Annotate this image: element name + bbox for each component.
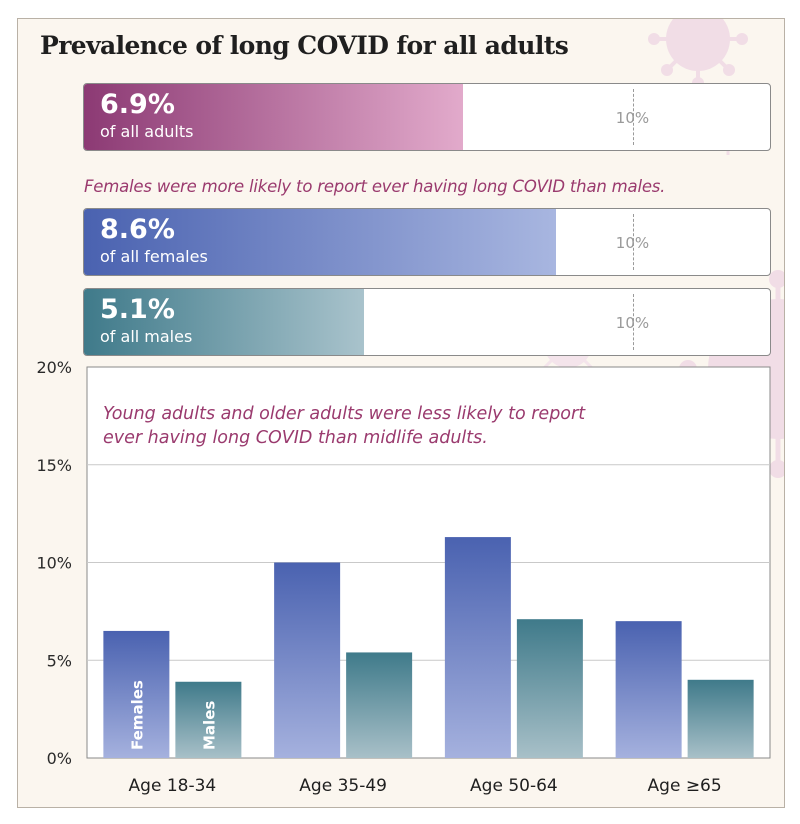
- label-all-adults: of all adults: [100, 122, 194, 141]
- y-tick-label: 0%: [47, 749, 72, 768]
- bar-females-4: [615, 621, 682, 758]
- reference-label: 10%: [615, 109, 650, 127]
- x-tick-label: Age 35-49: [299, 776, 387, 796]
- bar-males-2: [346, 652, 413, 758]
- series-label-females: Females: [128, 680, 146, 750]
- bar-males-3: [516, 619, 583, 758]
- infographic-frame: Prevalence of long COVID for all adults …: [17, 18, 785, 808]
- bar-females: 10% 8.6% of all females: [83, 208, 771, 276]
- reference-line-10: [632, 214, 634, 270]
- y-tick-label: 15%: [36, 456, 72, 475]
- percent-females: 8.6%: [100, 214, 175, 245]
- chart-note-line-2: ever having long COVID than midlife adul…: [103, 428, 488, 448]
- bar-females-1: [103, 630, 170, 758]
- series-label-males: Males: [200, 701, 218, 750]
- bar-all-adults: 10% 6.9% of all adults: [83, 83, 771, 151]
- percent-all-adults: 6.9%: [100, 89, 175, 120]
- y-tick-label: 5%: [47, 651, 72, 670]
- x-tick-label: Age ≥65: [648, 776, 722, 796]
- bar-males: 10% 5.1% of all males: [83, 288, 771, 356]
- gender-note: Females were more likely to report ever …: [84, 177, 666, 196]
- percent-males: 5.1%: [100, 294, 175, 325]
- reference-line-10: [632, 89, 634, 145]
- bar-males-1: [175, 681, 242, 758]
- label-males: of all males: [100, 327, 193, 346]
- bar-females-3: [444, 537, 511, 758]
- virus-icon: [648, 19, 748, 89]
- bar-males-4: [687, 679, 754, 758]
- bar-females-2: [274, 562, 341, 758]
- reference-line-10: [632, 294, 634, 350]
- age-group-chart: 0% 5% 10% 15% 20% Females Males Age 18-34 Age 35…: [36, 358, 771, 796]
- bar-fill-females: [84, 209, 556, 275]
- label-females: of all females: [100, 247, 208, 266]
- chart-note-line-1: Young adults and older adults were less …: [103, 404, 586, 424]
- y-tick-label: 20%: [36, 358, 72, 377]
- bar-fill-all-adults: [84, 84, 463, 150]
- bar-fill-males: [84, 289, 364, 355]
- reference-label: 10%: [615, 314, 650, 332]
- y-tick-label: 10%: [36, 554, 72, 573]
- x-tick-label: Age 18-34: [129, 776, 217, 796]
- x-tick-label: Age 50-64: [470, 776, 558, 796]
- reference-label: 10%: [615, 234, 650, 252]
- page-title: Prevalence of long COVID for all adults: [40, 31, 569, 60]
